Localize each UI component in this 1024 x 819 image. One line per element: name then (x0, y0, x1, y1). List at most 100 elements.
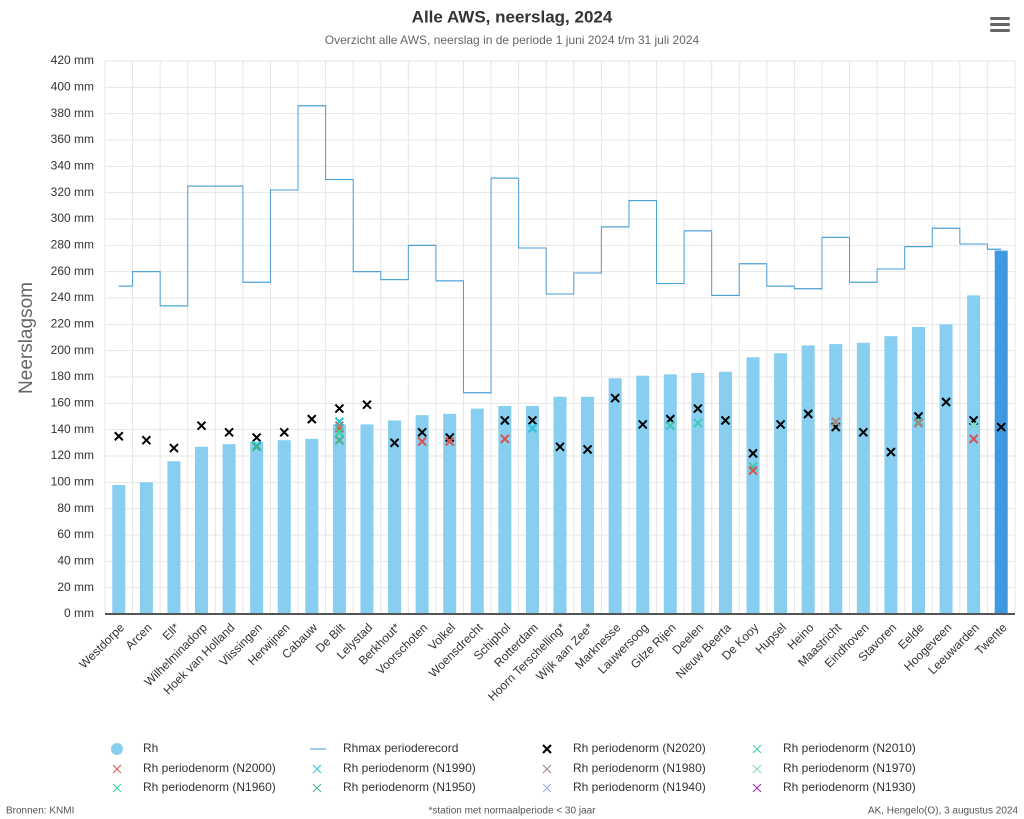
legend-item[interactable]: Rh periodenorm (N2010) (752, 741, 916, 755)
y-tick-label: 400 mm (51, 80, 94, 94)
legend-item[interactable]: Rh periodenorm (N1940) (542, 780, 706, 794)
legend-item[interactable]: Rh periodenorm (N1930) (752, 780, 916, 794)
x-tick-label: Ell* (160, 620, 183, 643)
chart-subtitle: Overzicht alle AWS, neerslag in de perio… (325, 33, 700, 47)
norm-marker (169, 443, 179, 453)
norm-marker (500, 415, 510, 426)
x-tick-label: Arcen (123, 620, 155, 652)
bar (967, 295, 981, 614)
bar (939, 324, 953, 614)
norm-marker (334, 435, 345, 445)
bar (443, 413, 457, 614)
legend-label: Rh periodenorm (N2020) (573, 741, 706, 755)
legend-item[interactable]: Rh periodenorm (N1980) (542, 761, 706, 775)
legend-item[interactable]: Rh periodenorm (N1970) (752, 761, 916, 775)
bar (911, 326, 925, 614)
norm-marker (748, 448, 758, 459)
y-tick-label: 220 mm (51, 317, 94, 331)
bar (608, 378, 622, 614)
norm-marker (334, 403, 345, 414)
legend-item[interactable]: Rh (111, 741, 158, 755)
norm-marker (224, 427, 234, 438)
norm-marker (638, 419, 648, 430)
norm-marker (196, 421, 207, 431)
y-tick-label: 200 mm (51, 343, 94, 357)
norm-marker (444, 436, 455, 447)
y-tick-label: 60 mm (57, 527, 94, 541)
y-tick-label: 20 mm (57, 580, 94, 594)
norm-marker (748, 465, 758, 476)
legend-symbol (112, 783, 122, 793)
bar (525, 405, 539, 614)
norm-marker (886, 447, 896, 457)
legend-label: Rh periodenorm (N1970) (783, 761, 916, 775)
legend-label: Rh periodenorm (N1990) (343, 761, 476, 775)
legend-label: Rh periodenorm (N1960) (143, 780, 276, 794)
norm-marker (693, 418, 703, 428)
norm-marker (114, 431, 124, 441)
bar (636, 375, 650, 614)
bar (139, 482, 153, 614)
legend-item[interactable]: Rh periodenorm (N1990) (312, 761, 476, 775)
norm-marker (417, 427, 427, 438)
norm-marker (913, 418, 924, 428)
bar (581, 396, 595, 614)
norm-marker (610, 393, 620, 403)
norm-marker (141, 435, 152, 445)
legend-symbol (312, 783, 322, 793)
menu-button[interactable] (990, 17, 1010, 32)
norm-marker (803, 409, 813, 419)
norm-marker (389, 438, 400, 448)
y-tick-label: 180 mm (51, 369, 94, 383)
y-tick-label: 360 mm (51, 132, 94, 146)
menu-bar[interactable] (990, 17, 1010, 20)
bar (774, 353, 788, 614)
norm-marker (527, 415, 538, 426)
legend-item[interactable]: Rh periodenorm (N2020) (542, 741, 706, 755)
legend-label: Rh periodenorm (N2010) (783, 741, 916, 755)
bar (856, 342, 870, 614)
legend-symbol (752, 744, 762, 754)
menu-bar[interactable] (990, 23, 1010, 26)
y-tick-label: 0 mm (64, 606, 94, 620)
y-tick-label: 300 mm (51, 211, 94, 225)
norm-marker (693, 403, 703, 414)
norm-marker (858, 427, 869, 438)
norm-marker (831, 417, 841, 427)
bar (801, 345, 815, 614)
x-tick-label: Twente (972, 620, 1009, 657)
legend-symbol (542, 764, 552, 774)
y-tick-label: 340 mm (51, 159, 94, 173)
legend-item[interactable]: Rh periodenorm (N2000) (112, 761, 276, 775)
legend-item[interactable]: Rhmax periode­record (310, 741, 458, 755)
y-tick-label: 160 mm (51, 396, 94, 410)
bar (884, 336, 898, 614)
bar (388, 420, 402, 614)
norm-marker (720, 415, 731, 426)
norm-marker (279, 427, 289, 438)
norm-marker (555, 442, 565, 452)
bar (250, 441, 264, 614)
legend-label: Rh periodenorm (N1980) (573, 761, 706, 775)
bar (360, 424, 374, 614)
norm-marker (968, 434, 979, 444)
y-tick-label: 80 mm (57, 501, 94, 515)
menu-bar[interactable] (990, 29, 1010, 32)
norm-marker (500, 434, 510, 444)
bar (746, 357, 760, 614)
bar (332, 424, 346, 614)
norm-marker (582, 444, 593, 455)
norm-marker (251, 432, 262, 443)
legend-item[interactable]: Rh periodenorm (N1950) (312, 780, 476, 794)
legend-label: Rh periodenorm (N1950) (343, 780, 476, 794)
norm-marker (775, 419, 786, 430)
legend-item[interactable]: Rh periodenorm (N1960) (112, 780, 276, 794)
y-tick-label: 40 mm (57, 554, 94, 568)
bar (994, 250, 1008, 614)
norm-marker (996, 422, 1006, 432)
bar (415, 415, 429, 614)
bar (167, 461, 181, 614)
norm-marker (362, 399, 372, 410)
legend-symbol (752, 783, 762, 793)
legend-label: Rh periodenorm (N2000) (143, 761, 276, 775)
